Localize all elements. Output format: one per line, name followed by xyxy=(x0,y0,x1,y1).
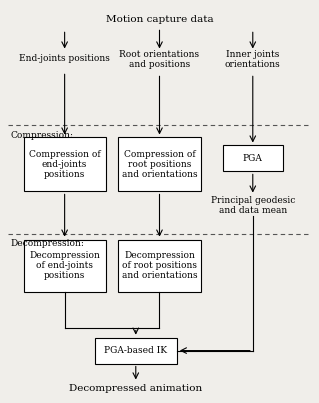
Bar xyxy=(24,137,106,191)
Text: PGA: PGA xyxy=(243,154,263,163)
Text: Compression of
end-joints
positions: Compression of end-joints positions xyxy=(29,150,100,179)
Bar xyxy=(118,239,201,291)
Bar xyxy=(223,145,283,172)
Bar xyxy=(24,239,106,291)
Text: Inner joints
orientations: Inner joints orientations xyxy=(225,50,281,69)
Text: Principal geodesic
and data mean: Principal geodesic and data mean xyxy=(211,196,295,215)
Text: Decompression
of root positions
and orientations: Decompression of root positions and orie… xyxy=(122,251,197,280)
Text: PGA-based IK: PGA-based IK xyxy=(104,346,167,355)
Text: End-joints positions: End-joints positions xyxy=(19,54,110,63)
Text: Decompressed animation: Decompressed animation xyxy=(69,384,203,393)
Text: Decompression:: Decompression: xyxy=(11,239,85,248)
Text: Motion capture data: Motion capture data xyxy=(106,15,213,24)
Text: Compression:: Compression: xyxy=(11,131,74,140)
Bar xyxy=(118,137,201,191)
Text: Root orientations
and positions: Root orientations and positions xyxy=(119,50,200,69)
Text: Decompression
of end-joints
positions: Decompression of end-joints positions xyxy=(29,251,100,280)
Bar xyxy=(95,338,177,364)
Text: Compression of
root positions
and orientations: Compression of root positions and orient… xyxy=(122,150,197,179)
